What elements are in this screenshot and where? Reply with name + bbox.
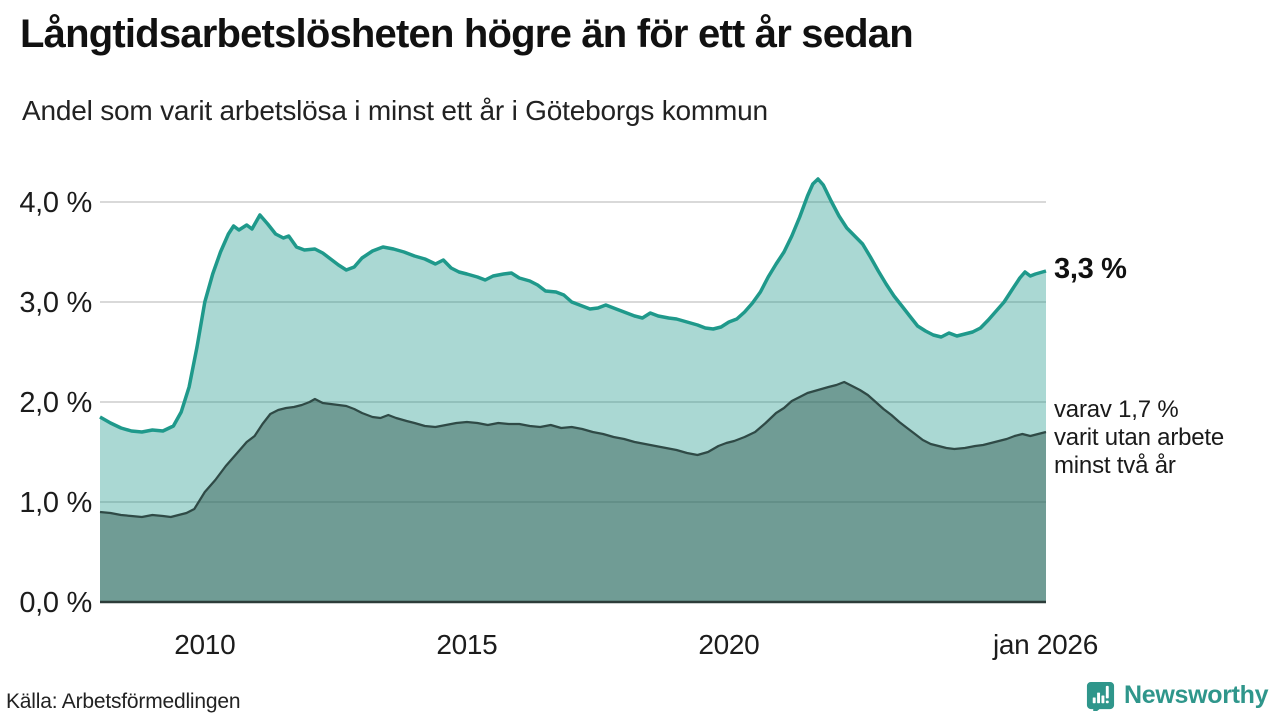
series-line-2yr [99,380,1047,519]
series-area-1yr [100,179,1046,602]
series-area-2yr [100,382,1046,602]
y-tick-label: 0,0 % [19,587,92,619]
y-tick-label: 4,0 % [19,187,92,219]
y-tick-label: 2,0 % [19,387,92,419]
x-tick-label: 2010 [174,629,235,660]
source-credit: Källa: Arbetsförmedlingen [6,690,241,713]
y-tick-label: 3,0 % [19,287,92,319]
y-tick-label: 1,0 % [19,487,92,519]
note-line-3: minst två år [1054,452,1176,479]
secondary-series-note: varav 1,7 % varit utan arbete minst två … [1054,396,1279,480]
page-title: Långtidsarbetslösheten högre än för ett … [20,12,914,56]
x-tick-label: 2020 [698,629,759,660]
series-line-1yr [99,177,1047,434]
page-subtitle: Andel som varit arbetslösa i minst ett å… [22,95,768,126]
latest-value-label: 3,3 % [1054,253,1127,285]
x-tick-label: 2015 [436,629,497,660]
newsworthy-brand-link[interactable]: Newsworthy [1085,680,1269,711]
note-line-1: varav 1,7 % [1054,396,1179,423]
x-tick-label: jan 2026 [992,629,1098,660]
newsworthy-logo-icon [1085,680,1116,711]
note-line-2: varit utan arbete [1054,424,1225,451]
newsworthy-brand-text: Newsworthy [1124,681,1269,709]
